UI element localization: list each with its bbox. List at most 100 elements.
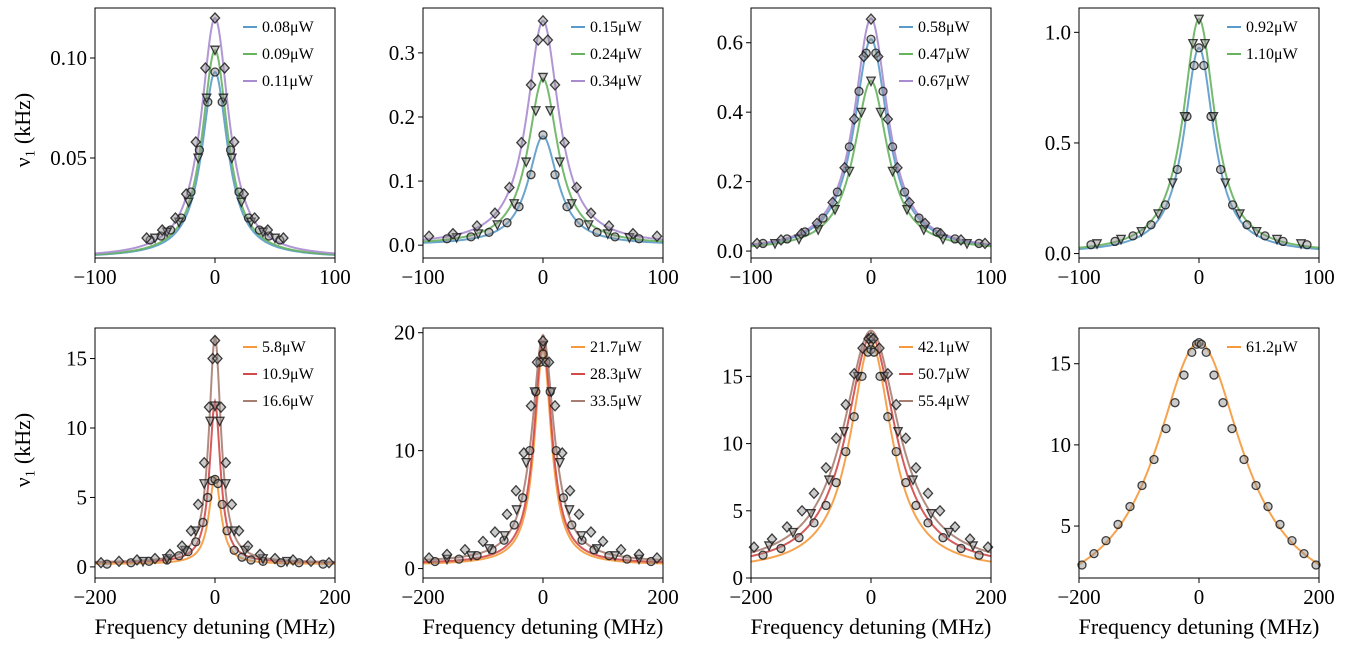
data-point — [185, 524, 197, 537]
y-tick-label: 10 — [1050, 433, 1071, 457]
y-tick-label: 10 — [394, 439, 415, 463]
data-point — [198, 456, 210, 469]
data-point — [967, 541, 979, 552]
panel-1: −100 0 100 0.05 0.10 0.08μW 0.09μW 0.11μW — [50, 7, 351, 289]
data-point — [839, 161, 851, 174]
data-point — [550, 170, 560, 180]
data-point — [775, 233, 787, 246]
fit-curve-3 — [95, 16, 335, 255]
data-point — [610, 232, 620, 242]
x-tick-label: 200 — [975, 585, 1007, 609]
data-point — [809, 518, 819, 528]
data-point — [867, 332, 879, 345]
data-point — [1149, 454, 1159, 465]
panel-5: −200 0 200 0 5 10 15 Frequency detuning (MHz) 5.… — [66, 327, 351, 639]
y-tick-label: 1.0 — [1045, 20, 1071, 44]
data-point — [113, 555, 125, 568]
data-point — [454, 554, 464, 564]
data-point — [1187, 38, 1199, 50]
data-point — [875, 107, 886, 119]
y-tick-label: 5 — [77, 485, 88, 509]
data-point — [1101, 536, 1111, 546]
data-point — [832, 187, 843, 197]
data-point — [865, 331, 877, 344]
data-point — [465, 551, 477, 562]
data-point — [174, 551, 184, 561]
x-tick-label: 200 — [647, 585, 679, 609]
data-point — [515, 136, 527, 149]
data-point — [1218, 398, 1228, 408]
y-tick-label: 10 — [722, 432, 743, 456]
data-point — [222, 526, 232, 536]
x-tick-label: 200 — [319, 585, 351, 609]
data-point — [483, 544, 495, 555]
panel-2: −100 0 100 0.0 0.1 0.2 0.3 0.15μW 0.24μW 0.34μW — [389, 7, 679, 289]
data-point — [856, 107, 867, 119]
legend-label: 1.10μW — [1246, 46, 1299, 63]
data-point — [236, 197, 247, 209]
data-point — [907, 475, 919, 486]
data-point — [956, 543, 966, 554]
data-point — [209, 334, 221, 347]
data-point — [882, 367, 894, 380]
data-point — [769, 238, 781, 250]
legend-label: 28.3μW — [590, 366, 643, 383]
data-point — [492, 220, 503, 231]
data-point — [974, 238, 984, 249]
data-point — [489, 526, 501, 538]
x-tick-label: 0 — [1194, 265, 1205, 289]
data-point — [269, 552, 281, 565]
x-tick-label: −100 — [401, 265, 444, 289]
legend-label: 0.47μW — [918, 46, 971, 63]
data-point — [131, 553, 143, 566]
data-point — [1271, 234, 1283, 246]
x-tick-label: 0 — [210, 265, 221, 289]
fit-curve-1 — [751, 38, 991, 247]
data-point — [955, 233, 967, 246]
data-point — [537, 14, 549, 27]
panel-4: −100 0 100 0.0 0.5 1.0 0.92μW 1.10μW — [1045, 7, 1335, 289]
data-point — [1193, 14, 1205, 26]
data-point — [873, 342, 885, 355]
data-point — [866, 34, 876, 44]
data-point — [1170, 398, 1180, 408]
data-point — [217, 499, 227, 510]
x-tick-label: −200 — [73, 585, 116, 609]
y-tick-label: 0.0 — [389, 233, 415, 257]
legend-label: 0.92μW — [1246, 19, 1299, 36]
y-tick-label: 10 — [66, 416, 87, 440]
data-point — [502, 218, 512, 228]
data-point — [199, 62, 211, 74]
data-point — [141, 232, 153, 244]
legend-label: 10.9μW — [262, 366, 315, 383]
data-point — [758, 550, 768, 560]
data-point — [564, 484, 576, 497]
data-point — [204, 416, 216, 428]
data-point — [1179, 370, 1189, 380]
x-tick-label: −200 — [401, 585, 444, 609]
legend-label: 33.5μW — [590, 393, 643, 410]
legend-label: 21.7μW — [590, 339, 643, 356]
data-point — [919, 217, 931, 230]
data-point — [1161, 423, 1171, 434]
data-point — [186, 187, 196, 197]
data-point — [246, 555, 256, 565]
x-tick-label: −200 — [729, 585, 772, 609]
y-tick-label: 0.0 — [717, 239, 743, 263]
data-point — [226, 498, 238, 511]
fit-curve-1 — [1079, 46, 1319, 251]
data-point — [287, 553, 299, 566]
data-point — [882, 113, 894, 126]
data-point — [198, 517, 208, 528]
data-point — [1189, 60, 1199, 71]
data-point — [532, 34, 544, 47]
data-point — [559, 136, 571, 149]
data-point — [520, 457, 532, 469]
data-point — [891, 161, 903, 174]
data-point — [511, 505, 522, 516]
legend-label: 0.67μW — [918, 73, 971, 90]
data-point — [1136, 227, 1147, 238]
data-point — [634, 234, 644, 244]
data-point — [1187, 347, 1197, 358]
data-point — [1295, 239, 1307, 250]
